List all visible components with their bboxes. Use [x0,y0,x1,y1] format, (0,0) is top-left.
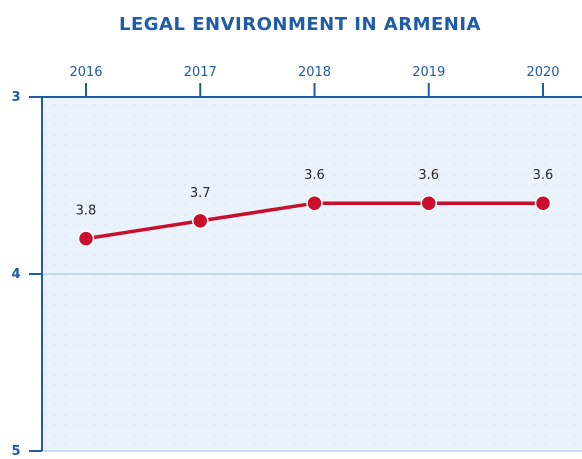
data-label: 3.7 [190,186,211,201]
chart-title: LEGAL ENVIRONMENT IN ARMENIA [119,14,481,35]
x-tick-label: 2017 [184,65,217,80]
x-tick-label: 2019 [412,65,445,80]
data-point [192,212,209,230]
x-tick-label: 2016 [69,65,102,80]
y-tick-label: 5 [11,444,20,459]
data-label: 3.6 [418,168,439,183]
data-point [77,230,95,247]
data-label: 3.6 [533,168,554,183]
y-tick-label: 4 [11,267,20,282]
x-tick-label: 2020 [526,65,559,80]
x-tick-label: 2018 [298,65,331,80]
y-tick-label: 3 [11,90,20,105]
data-point [420,194,437,212]
data-point [306,194,323,212]
data-label: 3.6 [304,168,325,183]
data-label: 3.8 [76,204,97,219]
data-point [534,194,552,212]
